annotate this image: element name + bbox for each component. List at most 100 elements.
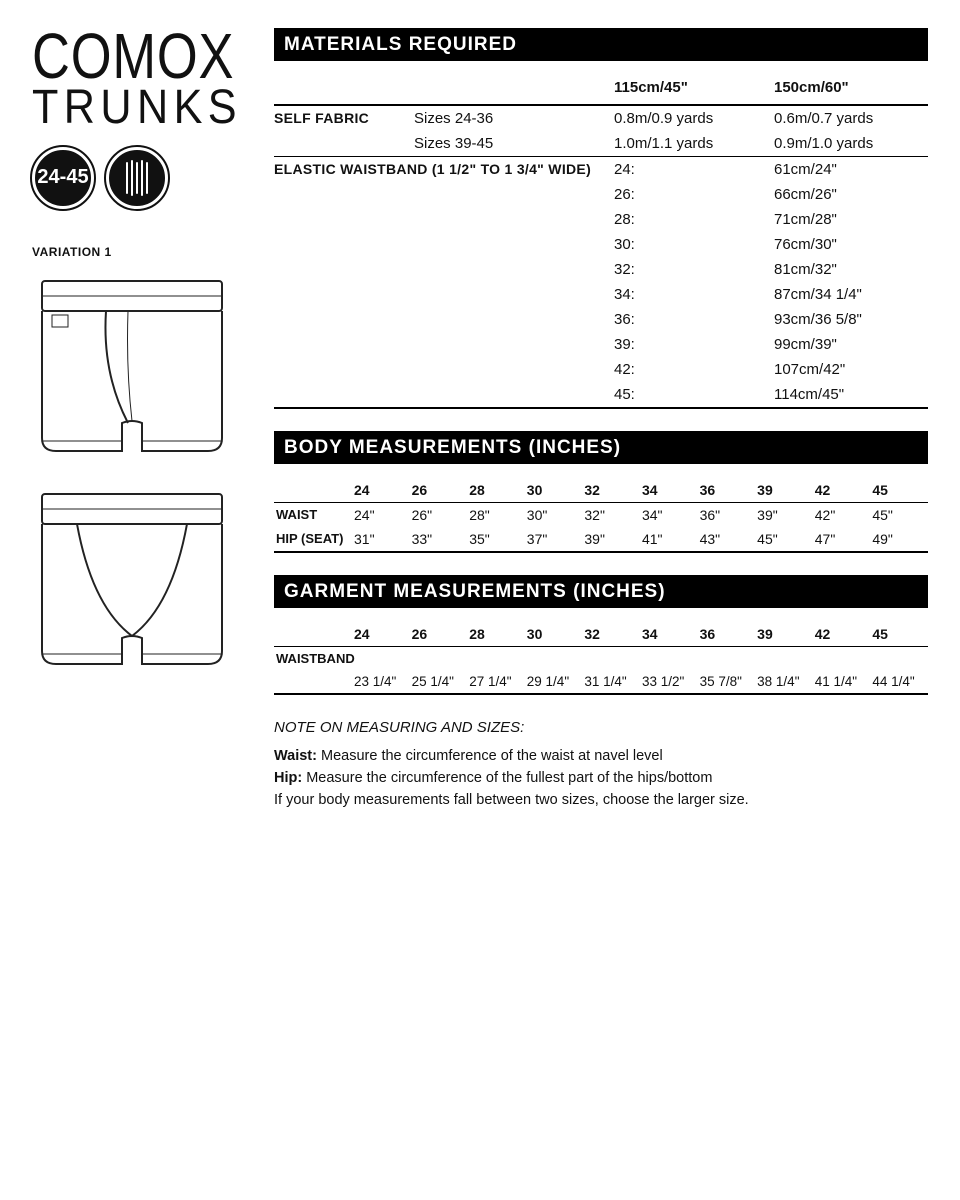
badge-row: 24-45 — [32, 147, 250, 209]
body-cell: 39" — [755, 503, 813, 528]
sf-sizes-1: Sizes 39-45 — [414, 131, 614, 157]
size-col: 30 — [525, 478, 583, 503]
elastic-length: 114cm/45" — [774, 382, 928, 408]
body-cell: 26" — [410, 503, 468, 528]
sf-w1-0: 0.8m/0.9 yards — [614, 106, 774, 131]
body-row-label: HIP (SEAT) — [274, 527, 352, 552]
sf-w2-0: 0.6m/0.7 yards — [774, 106, 928, 131]
elastic-length: 99cm/39" — [774, 332, 928, 357]
size-col: 39 — [755, 622, 813, 647]
size-col: 45 — [870, 622, 928, 647]
note-between: If your body measurements fall between t… — [274, 790, 928, 812]
elastic-length: 81cm/32" — [774, 257, 928, 282]
note-waist-text: Measure the circumference of the waist a… — [317, 748, 663, 764]
size-col: 36 — [698, 478, 756, 503]
sf-w1-1: 1.0m/1.1 yards — [614, 131, 774, 157]
size-col: 34 — [640, 622, 698, 647]
elastic-size: 34: — [614, 282, 774, 307]
elastic-length: 66cm/26" — [774, 182, 928, 207]
garment-cell: 27 1/4" — [467, 670, 525, 694]
body-measurements-table: 24262830323436394245 WAIST24"26"28"30"32… — [274, 478, 928, 553]
product-title: COMOX TRUNKS — [32, 28, 250, 129]
garment-cell: 23 1/4" — [352, 670, 410, 694]
notes-title: NOTE ON MEASURING AND SIZES: — [274, 719, 928, 736]
notes-body: Waist: Measure the circumference of the … — [274, 746, 928, 811]
body-row-label: WAIST — [274, 503, 352, 528]
body-cell: 34" — [640, 503, 698, 528]
sf-sizes-0: Sizes 24-36 — [414, 106, 614, 131]
trunk-back-illustration — [32, 486, 232, 676]
body-cell: 45" — [755, 527, 813, 552]
body-cell: 41" — [640, 527, 698, 552]
size-col: 42 — [813, 478, 871, 503]
note-hip-text: Measure the circumference of the fullest… — [302, 770, 712, 786]
title-line2: TRUNKS — [32, 86, 228, 129]
body-cell: 30" — [525, 503, 583, 528]
body-cell: 43" — [698, 527, 756, 552]
body-cell: 45" — [870, 503, 928, 528]
garment-row-label: WAISTBAND — [274, 647, 928, 671]
width-header-1: 115cm/45" — [614, 75, 774, 105]
title-line1: COMOX — [32, 28, 211, 86]
garment-cell: 35 7/8" — [698, 670, 756, 694]
size-col: 42 — [813, 622, 871, 647]
size-col: 34 — [640, 478, 698, 503]
elastic-label: ELASTIC WAISTBAND (1 1/2" TO 1 3/4" WIDE… — [274, 157, 614, 182]
sf-w2-1: 0.9m/1.0 yards — [774, 131, 928, 157]
garment-cell: 25 1/4" — [410, 670, 468, 694]
needles-icon — [106, 147, 168, 209]
garment-cell: 44 1/4" — [870, 670, 928, 694]
body-cell: 37" — [525, 527, 583, 552]
garment-cell: 31 1/4" — [582, 670, 640, 694]
elastic-size: 28: — [614, 207, 774, 232]
trunk-front-illustration — [32, 273, 232, 463]
size-col: 24 — [352, 478, 410, 503]
body-cell: 42" — [813, 503, 871, 528]
elastic-size: 36: — [614, 307, 774, 332]
width-header-2: 150cm/60" — [774, 75, 928, 105]
size-col: 28 — [467, 622, 525, 647]
body-cell: 28" — [467, 503, 525, 528]
elastic-size: 39: — [614, 332, 774, 357]
size-col: 32 — [582, 478, 640, 503]
body-cell: 49" — [870, 527, 928, 552]
body-cell: 31" — [352, 527, 410, 552]
size-col: 32 — [582, 622, 640, 647]
size-col: 26 — [410, 622, 468, 647]
elastic-length: 107cm/42" — [774, 357, 928, 382]
size-col: 28 — [467, 478, 525, 503]
elastic-size: 32: — [614, 257, 774, 282]
size-col: 45 — [870, 478, 928, 503]
size-col: 39 — [755, 478, 813, 503]
note-hip-label: Hip: — [274, 770, 302, 786]
elastic-size: 42: — [614, 357, 774, 382]
body-cell: 39" — [582, 527, 640, 552]
size-col: 26 — [410, 478, 468, 503]
body-cell: 47" — [813, 527, 871, 552]
body-cell: 24" — [352, 503, 410, 528]
elastic-length: 87cm/34 1/4" — [774, 282, 928, 307]
size-col: 36 — [698, 622, 756, 647]
materials-table: 115cm/45" 150cm/60" SELF FABRIC Sizes 24… — [274, 75, 928, 409]
garment-meas-header: GARMENT MEASUREMENTS (INCHES) — [274, 575, 928, 608]
garment-cell: 33 1/2" — [640, 670, 698, 694]
garment-cell: 38 1/4" — [755, 670, 813, 694]
garment-measurements-table: 24262830323436394245 WAISTBAND23 1/4"25 … — [274, 622, 928, 695]
body-cell: 33" — [410, 527, 468, 552]
elastic-size: 26: — [614, 182, 774, 207]
body-cell: 35" — [467, 527, 525, 552]
size-range-badge: 24-45 — [32, 147, 94, 209]
elastic-length: 61cm/24" — [774, 157, 928, 182]
materials-header: MATERIALS REQUIRED — [274, 28, 928, 61]
elastic-size: 30: — [614, 232, 774, 257]
garment-cell: 29 1/4" — [525, 670, 583, 694]
elastic-size: 24: — [614, 157, 774, 182]
size-col: 30 — [525, 622, 583, 647]
elastic-length: 76cm/30" — [774, 232, 928, 257]
elastic-length: 71cm/28" — [774, 207, 928, 232]
garment-cell: 41 1/4" — [813, 670, 871, 694]
size-col: 24 — [352, 622, 410, 647]
variation-label: VARIATION 1 — [32, 245, 250, 259]
body-meas-header: BODY MEASUREMENTS (INCHES) — [274, 431, 928, 464]
body-cell: 32" — [582, 503, 640, 528]
